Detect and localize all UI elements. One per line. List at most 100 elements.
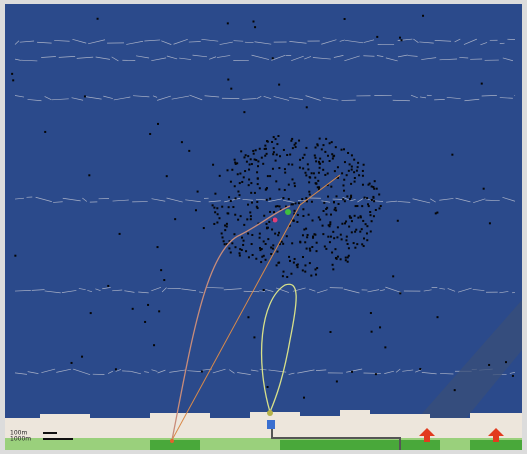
particle	[308, 214, 310, 216]
particle	[277, 135, 279, 137]
particle	[241, 249, 243, 251]
particle	[289, 260, 291, 262]
particle	[312, 219, 314, 221]
particle	[316, 250, 318, 252]
particle	[362, 184, 364, 186]
particle	[368, 184, 370, 186]
particle	[228, 196, 230, 198]
particle	[188, 150, 190, 152]
particle	[332, 231, 334, 233]
particle	[245, 154, 247, 156]
particle	[341, 238, 343, 240]
particle	[307, 168, 309, 170]
particle	[251, 243, 253, 245]
particle	[347, 152, 349, 154]
particle	[291, 164, 293, 166]
particle	[319, 158, 321, 160]
particle	[250, 182, 252, 184]
particle	[272, 57, 274, 59]
particle	[248, 184, 250, 186]
particle	[237, 191, 239, 193]
particle	[312, 237, 314, 239]
particle	[132, 308, 134, 310]
particle	[239, 182, 241, 184]
particle	[351, 169, 353, 171]
particle	[330, 236, 332, 238]
particle	[212, 204, 214, 206]
target	[285, 209, 291, 215]
simulation-view: 100m 1000m	[0, 0, 527, 454]
particle	[230, 88, 232, 90]
particle	[261, 157, 263, 159]
particle	[275, 160, 277, 162]
particle	[336, 380, 338, 382]
particle	[371, 331, 373, 333]
particle	[97, 18, 99, 20]
particle	[222, 236, 224, 238]
particle	[322, 169, 324, 171]
particle	[293, 262, 295, 264]
particle	[163, 279, 165, 281]
particle	[368, 205, 370, 207]
particle	[217, 213, 219, 215]
particle	[237, 219, 239, 221]
particle	[284, 168, 286, 170]
particle	[325, 248, 327, 250]
particle	[212, 164, 214, 166]
particle	[281, 241, 283, 243]
particle	[269, 175, 271, 177]
particle	[259, 187, 261, 189]
particle	[384, 346, 386, 348]
particle	[331, 153, 333, 155]
particle	[334, 209, 336, 211]
particle	[363, 245, 365, 247]
particle	[366, 225, 368, 227]
particle	[253, 336, 255, 338]
particle	[286, 276, 288, 278]
particle	[294, 258, 296, 260]
particle	[230, 200, 232, 202]
particle	[292, 147, 294, 149]
particle	[354, 177, 356, 179]
particle	[255, 149, 257, 151]
particle	[305, 197, 307, 199]
particle	[213, 207, 215, 209]
particle	[370, 214, 372, 216]
particle	[267, 227, 269, 229]
particle	[307, 234, 309, 236]
particle	[366, 239, 368, 241]
particle	[231, 242, 233, 244]
particle	[275, 205, 277, 207]
particle	[302, 234, 304, 236]
particle	[256, 171, 258, 173]
particle	[267, 238, 269, 240]
particle	[371, 220, 373, 222]
node	[267, 410, 273, 416]
particle	[350, 195, 352, 197]
particle	[347, 261, 349, 263]
particle	[357, 217, 359, 219]
particle	[308, 191, 310, 193]
particle	[324, 174, 326, 176]
particle	[437, 316, 439, 318]
particle	[311, 201, 313, 203]
particle	[340, 234, 342, 236]
particle	[319, 219, 321, 221]
particle	[322, 161, 324, 163]
particle	[351, 166, 353, 168]
particle	[343, 148, 345, 150]
particle	[257, 160, 259, 162]
particle	[419, 368, 421, 370]
particle	[327, 155, 329, 157]
particle	[329, 223, 331, 225]
particle	[372, 196, 374, 198]
particle	[317, 144, 319, 146]
particle	[267, 386, 269, 388]
particle	[360, 216, 362, 218]
particle	[230, 251, 232, 253]
particle	[227, 22, 229, 24]
particle	[283, 149, 285, 151]
particle	[356, 205, 358, 207]
particle	[242, 244, 244, 246]
particle	[253, 153, 255, 155]
